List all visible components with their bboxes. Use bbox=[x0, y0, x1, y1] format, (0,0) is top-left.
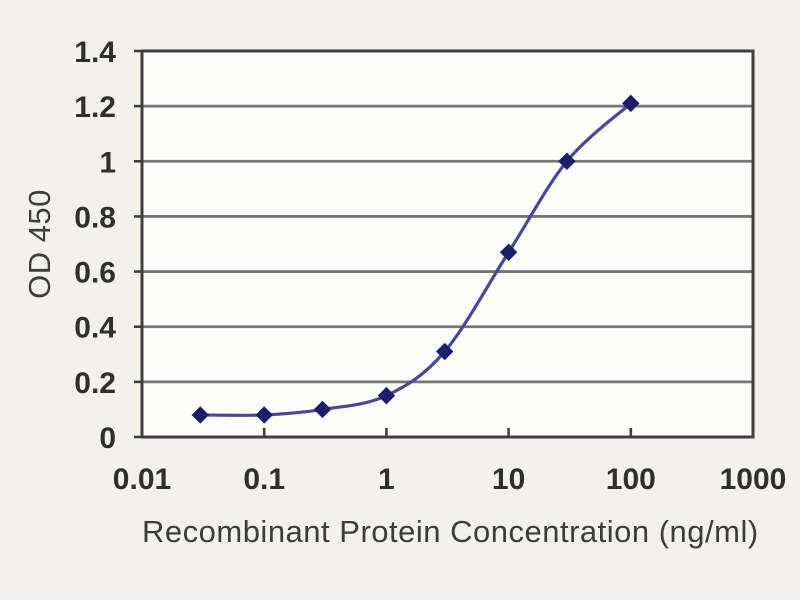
data-point-marker bbox=[377, 386, 396, 405]
plot-border bbox=[140, 49, 755, 439]
x-tick-label: 1000 bbox=[720, 463, 787, 496]
data-point-marker bbox=[499, 243, 518, 261]
y-tick-label: 1.4 bbox=[74, 36, 116, 69]
y-tick-label: 0.2 bbox=[74, 367, 116, 400]
y-tick-label: 1.2 bbox=[74, 91, 116, 124]
x-tick-label: 1 bbox=[378, 463, 395, 496]
y-tick-label: 0.6 bbox=[74, 257, 116, 290]
x-axis-title: Recombinant Protein Concentration (ng/ml… bbox=[142, 514, 759, 549]
y-tick-label: 0 bbox=[99, 422, 116, 455]
y-tick-label: 0.4 bbox=[74, 312, 116, 345]
data-point-marker bbox=[255, 406, 273, 424]
data-point-marker bbox=[622, 94, 640, 113]
y-axis-title: OD 450 bbox=[22, 189, 57, 299]
y-tick-label: 0.8 bbox=[74, 201, 116, 234]
data-point-marker bbox=[191, 406, 210, 424]
data-point-marker bbox=[435, 342, 454, 361]
x-tick-label: 0.1 bbox=[243, 463, 285, 496]
x-tick-label: 10 bbox=[492, 463, 525, 496]
data-point-marker bbox=[313, 400, 332, 419]
x-tick-label: 100 bbox=[606, 463, 656, 496]
data-point-marker bbox=[558, 152, 576, 170]
plot-area bbox=[142, 51, 753, 437]
x-tick-label: 0.01 bbox=[113, 463, 171, 496]
y-tick-label: 1 bbox=[99, 146, 116, 179]
